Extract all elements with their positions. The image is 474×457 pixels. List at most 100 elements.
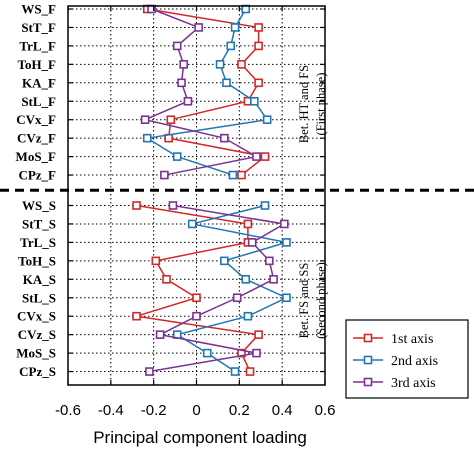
series-line [147,8,267,176]
data-point [254,78,263,88]
y-tick-label: CVz_F [17,131,56,146]
phase-label-line2: (First phase) [314,73,328,136]
data-point [215,60,225,69]
y-tick-label: StT_S [22,216,56,231]
data-point [260,201,270,210]
series-line [145,8,269,176]
data-point [192,293,201,303]
x-tick-label: -0.2 [141,402,167,419]
data-point [237,170,246,180]
y-tick-label: MoS_S [16,346,56,361]
data-point [245,367,255,376]
data-point [187,219,197,229]
series-2 [142,4,291,376]
series-group [132,4,291,376]
grid [68,6,325,385]
legend-swatch-marker [363,377,373,387]
data-point [269,274,278,284]
data-point [282,238,291,247]
data-point [177,78,186,88]
legend: 1st axis 2nd axis 3rd axis [345,319,469,399]
data-point [265,256,274,266]
data-point [254,23,263,32]
data-point [243,219,253,229]
data-point [247,238,257,247]
y-tick-label: CVx_F [16,112,56,127]
y-tick-label: CVz_S [18,327,56,342]
y-tick-labels: WS_F StT_F TrL_F ToH_F KA_F StL_F CVx_F CVz_F Mo… [16,2,57,380]
legend-label: 3rd axis [391,376,436,391]
data-point [250,96,259,106]
data-point [222,78,231,88]
phase-labels: Bet. HT and FS (First phase) Bet. FS and S… [297,65,328,339]
x-tick-label: 0.6 [315,402,336,419]
data-point [282,293,291,303]
y-tick-label: StL_S [22,290,56,305]
y-tick-label: WS_F [21,2,56,17]
y-tick-label: StL_F [21,94,56,109]
series-line [175,204,289,373]
data-point [132,201,141,210]
legend-label: 2nd axis [391,354,438,369]
x-tick-label: 0.4 [272,402,293,419]
data-point [132,311,141,321]
data-point [183,96,193,106]
x-tick-label: 0 [192,402,200,419]
data-point [230,367,240,376]
data-point [160,170,169,180]
data-point [162,274,171,284]
plot-frame [67,5,326,386]
data-point [220,256,229,266]
phase-label-1: Bet. HT and FS (First phase) [297,65,328,143]
legend-swatch-marker [363,355,373,365]
data-point [145,367,154,376]
data-point [241,274,251,284]
phase-label-line2: (Second phase) [314,262,328,339]
x-tick-label: -0.6 [55,402,81,419]
data-point [155,330,165,339]
legend-item: 2nd axis [353,354,438,369]
y-tick-label: TrL_S [20,235,56,250]
data-point [228,170,238,180]
data-point [192,311,201,321]
data-point [194,23,203,32]
y-tick-label: CPz_F [18,168,56,183]
y-tick-label: CPz_S [19,364,56,379]
x-tick-labels: -0.6 -0.4 -0.2 0 0.2 0.4 0.6 [55,402,335,419]
legend-swatch-marker [363,333,373,343]
data-point [220,133,229,143]
data-point [172,152,182,161]
data-point [262,115,272,124]
series-line [149,204,287,373]
x-axis-title: Principal component loading [93,428,307,447]
phase-label-2: Bet. FS and SS (Second phase) [297,262,328,339]
data-point [280,219,289,229]
series-line [136,204,261,372]
data-point [254,41,263,51]
data-point [230,23,240,32]
data-point [232,293,242,303]
data-point [202,348,212,358]
data-point [168,201,178,210]
data-point [226,41,236,51]
y-tick-label: KA_S [23,272,56,287]
phase-label-line1: Bet. HT and FS [297,65,311,143]
legend-label: 1st axis [391,332,433,347]
data-point [254,330,263,339]
y-tick-label: ToH_F [17,57,56,72]
data-point [140,115,150,124]
data-point [142,133,152,143]
x-tick-label: 0.2 [229,402,250,419]
y-tick-label: CVx_S [17,309,56,324]
series-line [142,8,259,176]
data-point [252,152,261,161]
data-point [151,256,161,266]
series-3 [140,4,289,376]
data-point [243,311,253,321]
data-point [237,60,246,69]
legend-item: 1st axis [353,332,433,347]
x-tick-label: -0.4 [98,402,124,419]
data-point [172,41,182,51]
y-tick-label: ToH_S [18,253,56,268]
